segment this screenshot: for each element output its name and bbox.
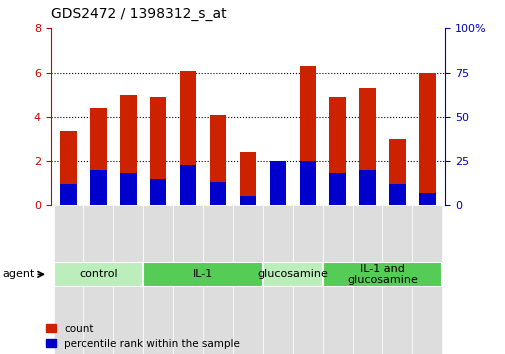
FancyBboxPatch shape <box>232 205 263 354</box>
Bar <box>388 139 405 205</box>
FancyBboxPatch shape <box>322 262 441 287</box>
Bar <box>269 161 285 205</box>
FancyBboxPatch shape <box>263 205 292 354</box>
Bar <box>299 161 315 205</box>
Bar <box>329 97 345 205</box>
Bar <box>269 192 285 205</box>
FancyBboxPatch shape <box>143 205 173 354</box>
Bar <box>388 184 405 205</box>
Bar <box>329 173 345 205</box>
FancyBboxPatch shape <box>83 205 113 354</box>
FancyBboxPatch shape <box>54 205 83 354</box>
FancyBboxPatch shape <box>412 205 441 354</box>
Bar <box>149 97 166 205</box>
Bar <box>359 88 375 205</box>
Legend: count, percentile rank within the sample: count, percentile rank within the sample <box>45 324 240 349</box>
Bar <box>90 170 107 205</box>
FancyBboxPatch shape <box>113 205 143 354</box>
Bar <box>210 115 226 205</box>
Text: IL-1 and
glucosamine: IL-1 and glucosamine <box>346 263 417 285</box>
Bar <box>120 173 136 205</box>
Bar <box>239 196 256 205</box>
Bar <box>180 72 196 205</box>
Bar <box>359 170 375 205</box>
Text: glucosamine: glucosamine <box>257 269 328 279</box>
FancyBboxPatch shape <box>173 205 203 354</box>
FancyBboxPatch shape <box>352 205 382 354</box>
FancyBboxPatch shape <box>382 205 412 354</box>
Bar <box>180 165 196 205</box>
Bar <box>90 108 107 205</box>
Bar <box>149 179 166 205</box>
Bar <box>299 66 315 205</box>
Bar <box>60 184 77 205</box>
FancyBboxPatch shape <box>292 205 322 354</box>
Bar <box>239 152 256 205</box>
Bar <box>210 182 226 205</box>
FancyBboxPatch shape <box>54 262 143 287</box>
Bar <box>418 193 435 205</box>
Text: IL-1: IL-1 <box>192 269 213 279</box>
FancyBboxPatch shape <box>203 205 232 354</box>
FancyBboxPatch shape <box>263 262 322 287</box>
Text: GDS2472 / 1398312_s_at: GDS2472 / 1398312_s_at <box>50 7 226 21</box>
FancyBboxPatch shape <box>143 262 263 287</box>
Text: agent: agent <box>3 269 35 279</box>
Text: control: control <box>79 269 118 279</box>
Bar <box>418 73 435 205</box>
Bar <box>120 95 136 205</box>
Bar <box>60 131 77 205</box>
FancyBboxPatch shape <box>322 205 352 354</box>
